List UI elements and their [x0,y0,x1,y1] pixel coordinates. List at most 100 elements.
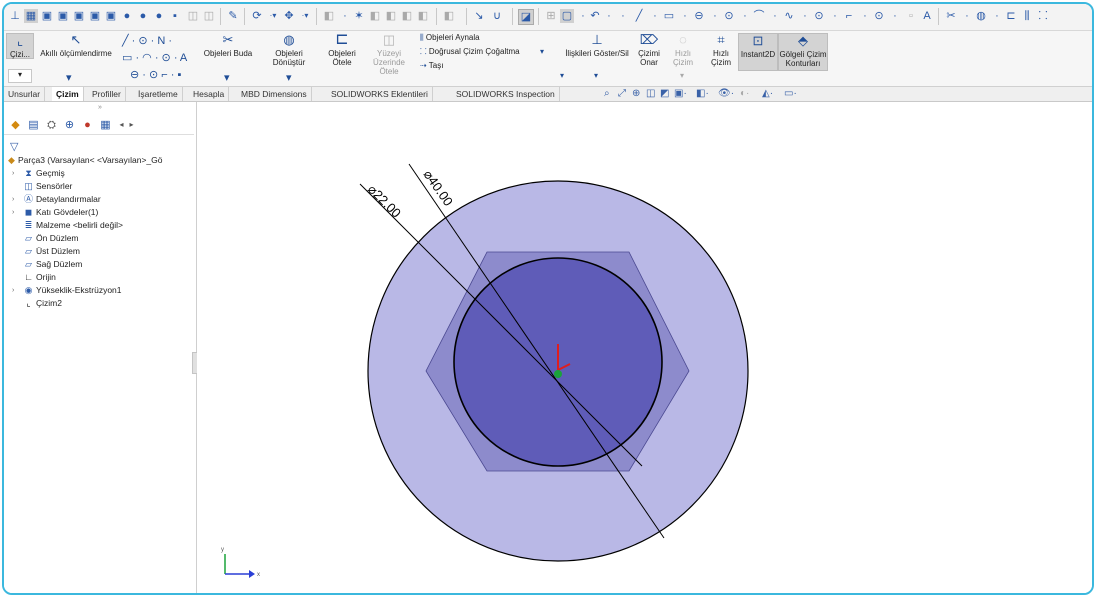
mirror-entities-button[interactable]: ⫼ Objeleri Aynala [420,33,480,42]
sketch-line-icon[interactable]: ↘ [474,10,484,22]
text-icon[interactable]: A [923,10,931,22]
light-icon[interactable]: ✶ [354,10,364,22]
tree-item-solid-bodies[interactable]: › ◼ Katı Gövdeler(1) [12,207,99,217]
dropdown-icon[interactable]: · [893,10,897,22]
chevron-right-icon[interactable]: ▸ [129,120,134,129]
pattern-icon[interactable]: ⸬ [1038,10,1048,22]
undo-icon[interactable]: ↶ [590,10,600,22]
arc-icon[interactable]: ⌒ [753,10,765,22]
spline-icon[interactable]: ∪ [492,10,502,22]
spline-icon[interactable]: ∿ [784,10,794,22]
sketch-origin-icon[interactable]: ⊥ [10,10,20,22]
hide-show-icon[interactable]: 👁· [718,88,735,99]
expand-arrow-icon[interactable]: » [98,104,102,111]
chevron-down-icon[interactable]: ▾ [286,72,292,84]
dropdown-icon[interactable]: · [621,10,625,22]
tree-item-origin[interactable]: ∟ Orijin [24,272,56,282]
offset-icon[interactable]: ⊏ [1006,10,1016,22]
tree-item-front-plane[interactable]: ▱ Ön Düzlem [4,232,194,245]
dropdown-icon[interactable]: ·▾ [301,11,309,20]
dropdown-icon[interactable]: · [803,10,807,22]
line-icon[interactable]: ╱ [635,10,643,22]
tab-features[interactable]: Unsurlar [4,87,46,101]
mirror-icon[interactable]: ⫼ [1024,10,1030,22]
tab-sketch[interactable]: Çizim [52,87,84,101]
convert-entities-button[interactable]: ◍ Objeleri Dönüştür [258,33,320,68]
instant2d-button[interactable]: ⊡ Instant2D [738,33,778,71]
snap-icon[interactable]: ◪ [518,9,534,25]
rapid-sketch-button[interactable]: ⌗ Hızlı Çizim [706,33,736,68]
ellipse-icon[interactable]: ⊙ [814,10,824,22]
box-select-icon[interactable]: ▢ [560,9,574,23]
pencil-icon[interactable]: ✎ [228,10,238,22]
chevron-down-icon[interactable]: ▾ [66,72,72,84]
tree-item-sketch2[interactable]: ⌞ Çizim2 [4,297,194,310]
dropdown-icon[interactable]: · [581,10,585,22]
dropdown-icon[interactable]: · [683,10,687,22]
slot-icon[interactable]: ⊖ · ⊙ ⌐ · ▪ [130,69,182,81]
rectangle-icon[interactable]: ▭ · ◠ · ⊙ · A [122,52,188,64]
tree-root-part[interactable]: ◆ Parça3 (Varsayılan< <Varsayılan>_Gö [4,154,194,167]
tree-item-material[interactable]: ≣ Malzeme <belirli değil> [24,220,123,230]
trim-entities-button[interactable]: ✂ Objeleri Buda [200,33,256,59]
dropdown-icon[interactable]: · [833,10,837,22]
tab-markup[interactable]: İşaretleme [134,87,183,101]
dropdown-icon[interactable]: · [713,10,717,22]
dropdown-icon[interactable]: · [965,10,969,22]
graphics-area[interactable]: ⌀40.00 ⌀22.00 y x [197,102,1092,593]
circle-icon[interactable]: ⊙ [724,10,734,22]
chevron-left-icon[interactable]: ◂ [119,120,124,129]
origin-point[interactable] [554,370,562,378]
grid-icon[interactable]: ▦ [24,9,38,23]
view-settings-icon[interactable]: ▭· [784,88,797,99]
tab-solidworks-addins[interactable]: SOLIDWORKS Eklentileri [327,87,433,101]
dropdown-icon[interactable]: · [863,10,867,22]
shaded-contours-button[interactable]: ⬘ Gölgeli Çizim Konturları [778,33,828,71]
view-orientation-icon[interactable]: ▣· [674,88,687,99]
view-icon[interactable]: ▣ [41,10,53,22]
slot-icon[interactable]: ⊖ [694,10,704,22]
tab-evaluate[interactable]: Hesapla [189,87,230,101]
tree-item-history[interactable]: › ⧗ Geçmiş [12,168,65,178]
offset-entities-button[interactable]: ⊏ Objeleri Ötele [322,32,362,68]
pan-icon[interactable]: ✥ [284,10,294,22]
dropdown-icon[interactable]: · [773,10,777,22]
point-icon[interactable]: ⊙ [874,10,884,22]
rotate-icon[interactable]: ⟳ [252,10,262,22]
dropdown-icon[interactable]: · [653,10,657,22]
shaded-icon[interactable]: ● [155,10,163,22]
tree-item-top-plane[interactable]: ▱ Üst Düzlem [4,245,194,258]
section-view-icon[interactable]: ◩ [660,88,670,99]
view-icon[interactable]: ▣ [73,10,85,22]
sketch-dropdown[interactable]: ▾ [8,69,32,83]
dropdown-icon[interactable]: · [743,10,747,22]
dropdown-icon[interactable]: · [607,10,611,22]
display-manager-icon[interactable]: ● [84,119,91,131]
chevron-down-icon[interactable]: ▾ [560,71,565,80]
fillet-icon[interactable]: ⌐ [845,10,853,22]
rectangle-icon[interactable]: ▭ [663,10,675,22]
display-style-icon[interactable]: ◧· [696,88,709,99]
linear-pattern-button[interactable]: ⸬ Doğrusal Çizim Çoğaltma [420,47,520,56]
tab-profiles[interactable]: Profiller [88,87,126,101]
expand-icon[interactable]: › [12,209,15,216]
filter-icon[interactable]: ▽ [10,141,19,153]
shaded-icon[interactable]: ● [123,10,131,22]
zoom-fit-icon[interactable]: ⤢ [618,88,626,99]
sketch-button[interactable]: ⌞ Çizi... [6,33,34,59]
tree-item-annotations[interactable]: › Ⓐ Detaylandırmalar [12,194,101,204]
zoom-area-icon[interactable]: ⊕ [632,88,641,99]
view-icon[interactable]: ▣ [105,10,117,22]
tree-item-extrude[interactable]: › ◉ Yükseklik-Ekstrüzyon1 [12,285,122,295]
feature-manager-icon[interactable]: ◆ [11,119,20,131]
chevron-down-icon[interactable]: ▾ [594,71,599,80]
line-icon[interactable]: ╱ · ⊙ · Ν · [122,35,173,47]
property-manager-icon[interactable]: ▤ [28,119,39,131]
trim-icon[interactable]: ✂ [946,10,956,22]
dropdown-icon[interactable]: · [343,10,347,22]
dropdown-icon[interactable]: · [995,10,999,22]
tree-item-right-plane[interactable]: ▱ Sağ Düzlem [4,258,194,271]
smart-dimension-button[interactable]: ↖ Akıllı ölçümlendirme [36,33,116,59]
shaded-icon[interactable]: ● [139,10,147,22]
configuration-manager-icon[interactable]: ⛭ [47,119,56,131]
